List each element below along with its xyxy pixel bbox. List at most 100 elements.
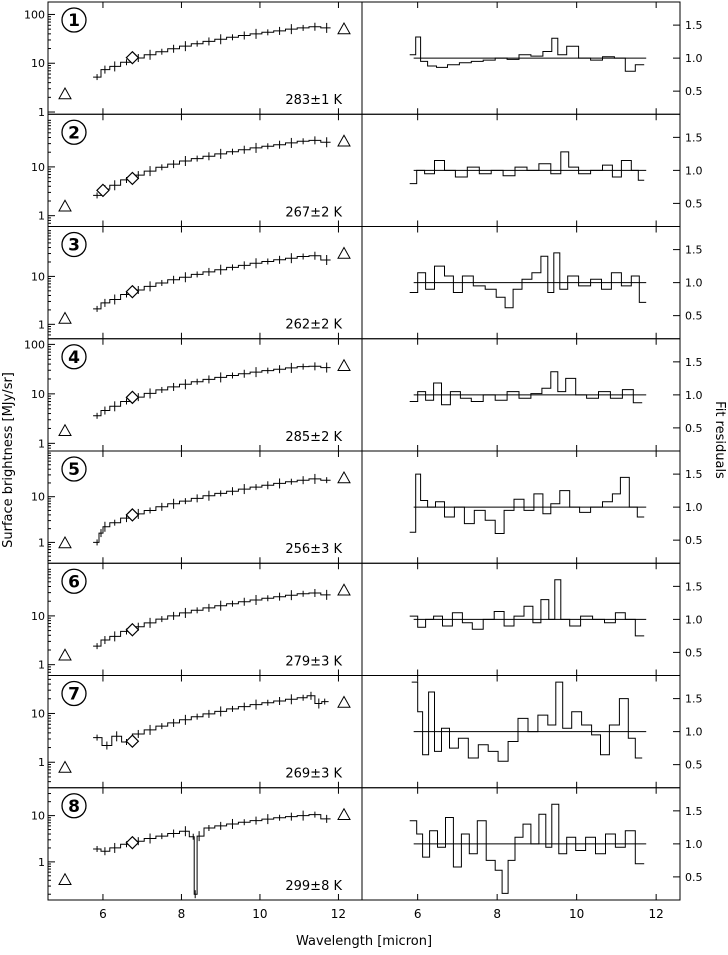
triangle-marker-high — [337, 134, 351, 147]
right-x-tick-label: 6 — [414, 907, 422, 921]
temperature-label: 279±3 K — [285, 654, 342, 669]
right-y-tick-label: 0.5 — [685, 534, 703, 547]
panel-number-circle — [61, 231, 87, 258]
spectrum-trace — [93, 478, 331, 543]
left-x-tick-label: 10 — [252, 907, 267, 921]
panel-number: 5 — [68, 460, 80, 480]
panel-number-circle — [61, 793, 87, 819]
left-y-tick-label: 1 — [38, 210, 45, 223]
triangle-marker-high — [337, 246, 351, 259]
triangle-marker-low — [58, 648, 72, 661]
panel-1: 1 10 100 0.5 1.0 1.5 1 283±1 K — [24, 1, 703, 119]
triangle-marker-high — [337, 21, 351, 35]
right-y-tick-label: 1.0 — [685, 52, 703, 65]
right-y-tick-label: 0.5 — [685, 85, 703, 98]
panel-5: 1 10 0.5 1.0 1.5 5 256±3 K — [31, 450, 703, 564]
photometry-diamond — [125, 171, 140, 186]
x-axis-label: Wavelength [micron] — [296, 934, 432, 949]
left-y-tick-label: 1 — [38, 536, 45, 549]
right-y-tick-label: 1.5 — [685, 805, 703, 818]
panel-number: 4 — [68, 348, 80, 368]
triangle-marker-high — [337, 583, 351, 596]
left-y-tick-label: 10 — [31, 810, 45, 823]
right-y-tick-label: 1.5 — [685, 19, 703, 32]
photometry-diamond — [125, 622, 140, 637]
right-x-tick-label: 10 — [569, 907, 584, 921]
panel-3: 1 10 0.5 1.0 1.5 3 262±2 K — [31, 226, 703, 340]
right-y-tick-label: 1.0 — [685, 164, 703, 177]
spectrum-trace — [93, 26, 331, 78]
x-axis: 6 6 8 8 10 10 12 12 — [99, 907, 664, 921]
right-y-tick-label: 1.0 — [685, 501, 703, 514]
panel-number-circle — [61, 7, 87, 33]
right-y-tick-label: 0.5 — [685, 310, 703, 323]
right-y-tick-label: 1.0 — [685, 389, 703, 402]
residual-trace — [409, 579, 645, 637]
triangle-marker-low — [58, 535, 72, 549]
photometry-diamond — [125, 284, 140, 299]
left-y-tick-label: 1 — [38, 106, 45, 119]
triangle-marker-high — [337, 807, 351, 821]
right-y-tick-label: 1.0 — [685, 838, 703, 851]
triangle-marker-low — [58, 311, 72, 324]
photometry-diamond — [125, 50, 140, 65]
right-y-tick-label: 0.5 — [685, 871, 703, 884]
triangle-marker-low — [58, 86, 72, 100]
panel-number: 8 — [68, 797, 80, 817]
temperature-label: 267±2 K — [285, 205, 342, 220]
spectrum-trace — [93, 592, 331, 647]
panel-2: 1 10 0.5 1.0 1.5 2 267±2 K — [31, 113, 703, 227]
panel-number-circle — [61, 344, 87, 370]
spectrum-trace — [93, 139, 331, 196]
panel-number: 1 — [68, 11, 80, 31]
right-y-tick-label: 1.5 — [685, 356, 703, 369]
right-y-tick-label: 1.5 — [685, 468, 703, 481]
left-y-tick-label: 100 — [24, 338, 45, 351]
panel-number: 6 — [68, 572, 80, 592]
left-x-tick-label: 8 — [178, 907, 186, 921]
left-y-tick-label: 10 — [31, 610, 45, 623]
left-y-axis-label: Surface brightness [MJy/sr] — [1, 372, 16, 548]
left-y-tick-label: 10 — [31, 270, 45, 283]
temperature-label: 299±8 K — [285, 879, 342, 894]
panel-number-circle — [61, 456, 87, 482]
triangle-marker-high — [337, 358, 351, 372]
triangle-marker-low — [58, 423, 72, 437]
left-x-tick-label: 6 — [99, 907, 107, 921]
left-y-tick-label: 10 — [31, 491, 45, 504]
temperature-label: 269±3 K — [285, 767, 342, 782]
left-y-tick-label: 10 — [31, 161, 45, 174]
residual-trace — [409, 803, 645, 894]
panel-grid: 1 10 100 0.5 1.0 1.5 1 283±1 K 1 10 0.5 1.0 1.5 2 267±… — [24, 1, 703, 901]
residual-trace — [409, 252, 647, 309]
residual-trace — [409, 473, 645, 534]
photometry-diamond — [125, 835, 140, 850]
photometry-diamond — [125, 390, 140, 405]
panel-6: 1 10 0.5 1.0 1.5 6 279±3 K — [31, 562, 703, 676]
right-y-tick-label: 1.5 — [685, 580, 703, 593]
panel-number: 2 — [68, 123, 80, 143]
temperature-label: 285±2 K — [285, 430, 342, 445]
panel-number-circle — [61, 568, 87, 594]
triangle-marker-low — [58, 872, 72, 886]
residual-trace — [411, 681, 643, 762]
panel-number-circle — [61, 119, 87, 145]
right-y-tick-label: 1.0 — [685, 613, 703, 626]
right-y-tick-label: 1.5 — [685, 131, 703, 144]
right-y-tick-label: 1.0 — [685, 277, 703, 290]
right-y-tick-label: 1.5 — [685, 244, 703, 257]
right-y-tick-label: 0.5 — [685, 197, 703, 210]
panel-number-circle — [61, 680, 87, 707]
triangle-marker-high — [337, 695, 351, 708]
triangle-marker-low — [58, 760, 72, 773]
right-y-axis-label: Fit residuals — [712, 401, 727, 479]
temperature-label: 262±2 K — [285, 318, 342, 333]
right-y-tick-label: 0.5 — [685, 759, 703, 772]
left-y-tick-label: 10 — [31, 388, 45, 401]
left-y-tick-label: 1 — [38, 856, 45, 869]
right-y-tick-label: 0.5 — [685, 422, 703, 435]
right-y-tick-label: 1.0 — [685, 726, 703, 739]
right-y-tick-label: 0.5 — [685, 646, 703, 659]
temperature-label: 256±3 K — [285, 542, 342, 557]
